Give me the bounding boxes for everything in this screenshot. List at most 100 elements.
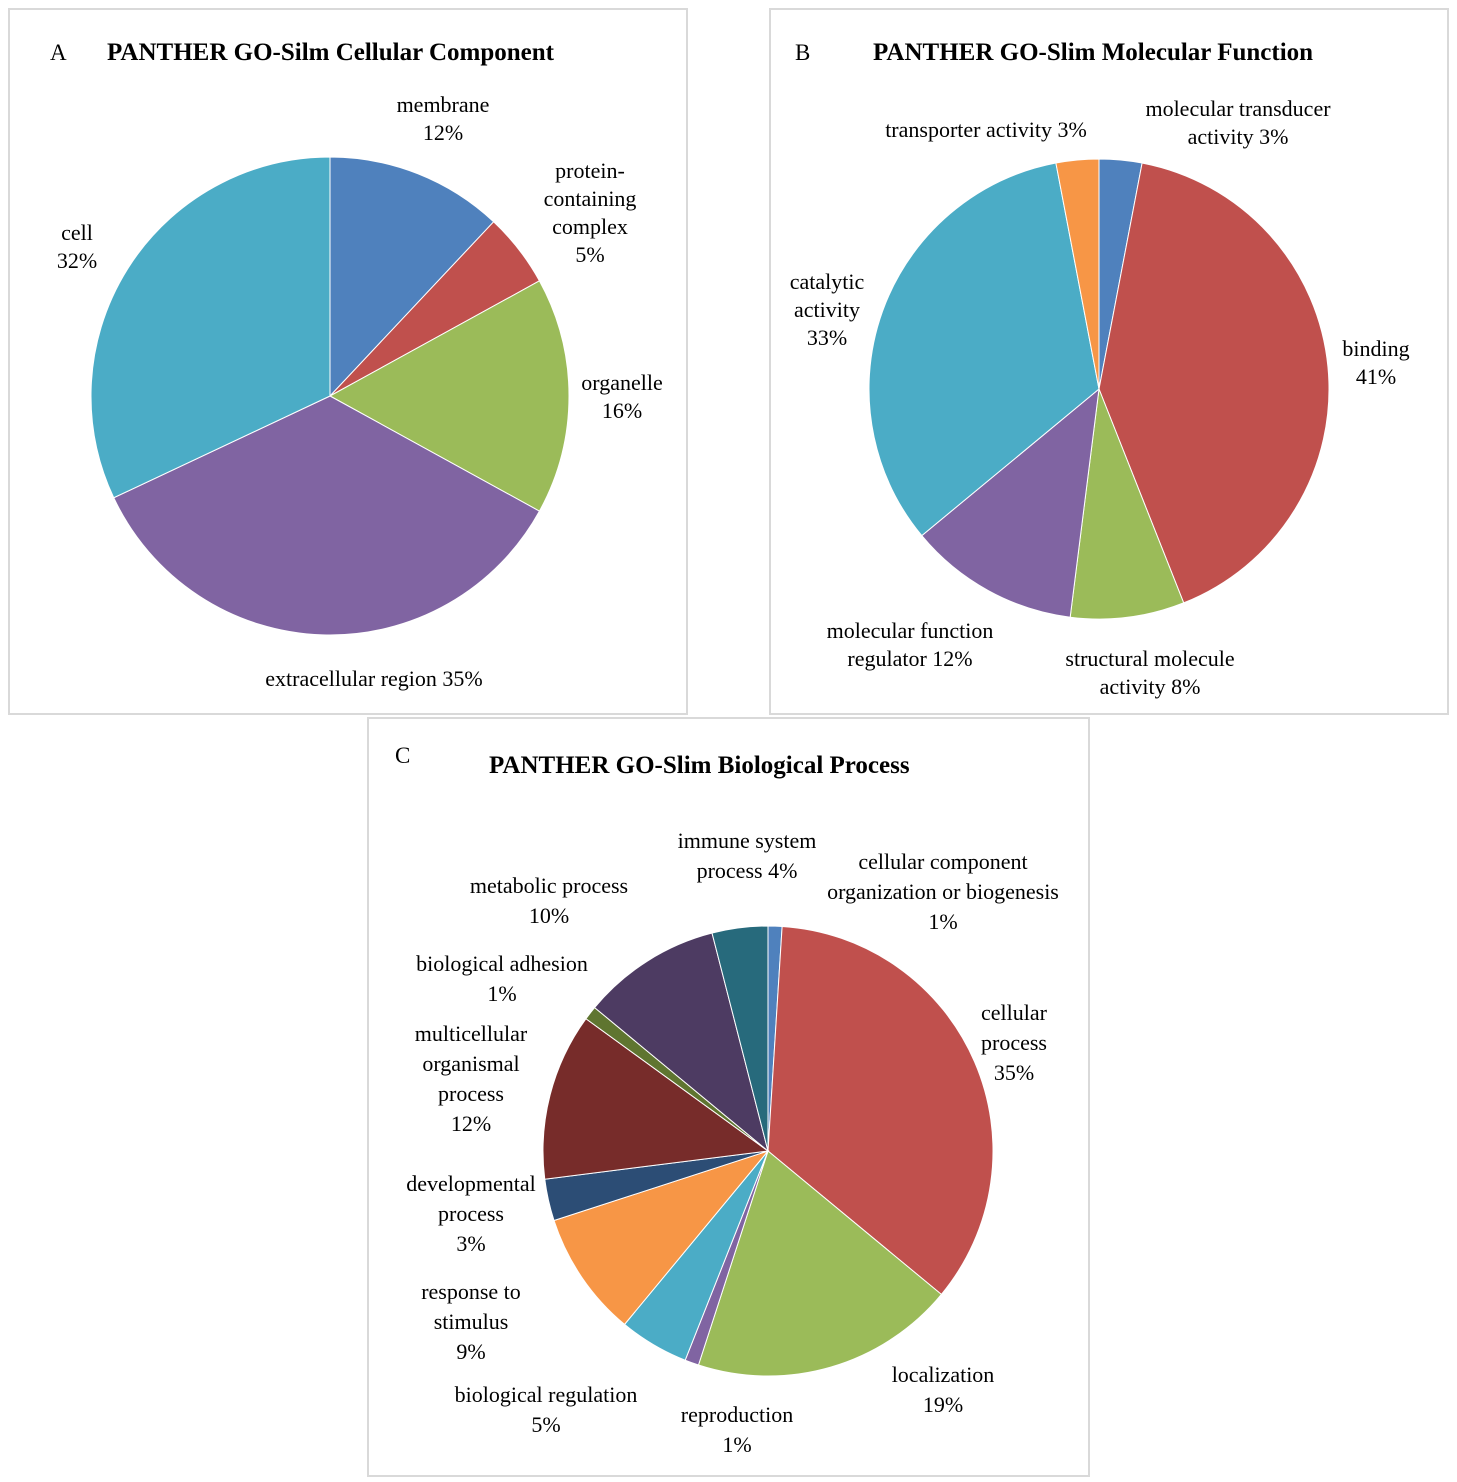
slice-label-line: regulator 12% bbox=[847, 646, 972, 671]
pie-slice-catalytic-activity bbox=[868, 162, 1100, 537]
slice-label-line: 1% bbox=[487, 981, 516, 1006]
slice-label-line: 1% bbox=[928, 909, 957, 934]
slice-label-line: organelle bbox=[581, 370, 662, 395]
slice-label-line: molecular transducer bbox=[1145, 96, 1331, 121]
panel-letter: A bbox=[50, 40, 67, 65]
panel-letter: B bbox=[795, 40, 810, 65]
slice-label-line: immune system bbox=[678, 828, 817, 853]
pie-slice-cell bbox=[90, 156, 331, 499]
pie-slices bbox=[542, 925, 994, 1377]
pie-slices bbox=[90, 156, 570, 636]
slice-label-line: reproduction bbox=[681, 1402, 793, 1427]
slice-label-line: molecular function bbox=[827, 618, 994, 643]
slice-label-line: activity 8% bbox=[1100, 674, 1201, 699]
slice-label-line: localization bbox=[892, 1362, 995, 1387]
slice-label-line: process 4% bbox=[697, 858, 798, 883]
slice-label-line: 16% bbox=[602, 398, 642, 423]
slice-label-line: 1% bbox=[722, 1432, 751, 1457]
pie-slice-binding bbox=[1098, 162, 1330, 604]
slice-label-cellular-component-organization-or-biogenesis: cellular component organization or biogen… bbox=[827, 849, 1059, 934]
slice-label-biological-adhesion: biological adhesion 1% bbox=[416, 951, 588, 1006]
slice-label-line: binding bbox=[1342, 336, 1409, 361]
slice-label-catalytic-activity: catalytic activity 33% bbox=[790, 269, 865, 350]
slice-label-line: cell bbox=[61, 220, 93, 245]
slice-label-immune-system-process: immune system process 4% bbox=[678, 828, 817, 883]
pie-slices bbox=[868, 158, 1330, 620]
panel-letter: C bbox=[395, 743, 410, 768]
pie-slice-immune-system-process bbox=[711, 925, 769, 1152]
slice-label-binding: binding 41% bbox=[1342, 336, 1409, 389]
pie-slice-membrane bbox=[329, 156, 495, 398]
slice-label-line: protein- bbox=[555, 158, 625, 183]
slice-label-membrane: membrane 12% bbox=[397, 92, 490, 145]
slice-label-line: organization or biogenesis bbox=[827, 879, 1059, 904]
slice-label-line: 19% bbox=[923, 1392, 963, 1417]
pie-chart-cellular-component: A PANTHER GO-Silm Cellular Component mem… bbox=[50, 39, 663, 691]
pie-slice-multicellular-organismal-process bbox=[542, 1018, 770, 1180]
slice-label-line: developmental bbox=[406, 1171, 536, 1196]
slice-label-line: 41% bbox=[1356, 364, 1396, 389]
slice-label-line: 9% bbox=[456, 1339, 485, 1364]
panel-molecular-function: B PANTHER GO-Slim Molecular Function mol… bbox=[769, 8, 1449, 715]
pie-slice-organelle bbox=[328, 280, 570, 512]
slice-label-line: catalytic bbox=[790, 269, 865, 294]
pie-chart-biological-process: C PANTHER GO-Slim Biological Process cel… bbox=[395, 743, 1059, 1457]
slice-label-line: stimulus bbox=[434, 1309, 509, 1334]
slice-label-response-to-stimulus: response to stimulus 9% bbox=[421, 1279, 521, 1364]
slice-label-reproduction: reproduction 1% bbox=[681, 1402, 793, 1457]
slice-label-line: membrane bbox=[397, 92, 490, 117]
slice-label-line: process bbox=[438, 1201, 504, 1226]
slice-label-line: response to bbox=[421, 1279, 521, 1304]
slice-label-cell: cell 32% bbox=[57, 220, 97, 273]
slice-label-line: metabolic process bbox=[470, 873, 628, 898]
slice-label-metabolic-process: metabolic process 10% bbox=[470, 873, 628, 928]
slice-label-developmental-process: developmental process 3% bbox=[406, 1171, 536, 1256]
slice-label-line: cellular component bbox=[858, 849, 1027, 874]
pie-slice-transporter-activity bbox=[1055, 158, 1100, 390]
slice-label-line: 12% bbox=[423, 120, 463, 145]
slice-label-line: cellular bbox=[981, 1000, 1048, 1025]
slice-label-line: 3% bbox=[456, 1231, 485, 1256]
slice-label-structural-molecule-activity: structural molecule activity 8% bbox=[1065, 646, 1234, 699]
panel-biological-process: C PANTHER GO-Slim Biological Process cel… bbox=[367, 717, 1090, 1477]
slice-label-line: 5% bbox=[531, 1412, 560, 1437]
slice-label-line: 35% bbox=[994, 1060, 1034, 1085]
slice-label-cellular-process: cellular process 35% bbox=[981, 1000, 1048, 1085]
pie-slice-response-to-stimulus bbox=[553, 1149, 770, 1326]
slice-label-line: activity 3% bbox=[1188, 124, 1289, 149]
slice-label-line: extracellular region 35% bbox=[265, 666, 482, 691]
pie-slice-metabolic-process bbox=[593, 932, 769, 1153]
chart-title: PANTHER GO-Silm Cellular Component bbox=[107, 39, 555, 66]
slice-label-protein-containing-complex: protein-containing complex 5% bbox=[544, 158, 637, 267]
pie-chart-molecular-function: B PANTHER GO-Slim Molecular Function mol… bbox=[790, 39, 1410, 699]
chart-title: PANTHER GO-Slim Biological Process bbox=[489, 752, 910, 779]
pie-slice-localization bbox=[697, 1150, 943, 1377]
panel-cellular-component: A PANTHER GO-Silm Cellular Component mem… bbox=[8, 8, 688, 715]
slice-label-line: 33% bbox=[807, 325, 847, 350]
slice-label-organelle: organelle 16% bbox=[581, 370, 662, 423]
slice-label-line: complex bbox=[552, 214, 628, 239]
slice-label-line: process bbox=[438, 1081, 504, 1106]
slice-label-line: biological regulation bbox=[455, 1382, 638, 1407]
slice-label-line: 5% bbox=[575, 242, 604, 267]
slice-label-molecular-transducer-activity: molecular transducer activity 3% bbox=[1145, 96, 1331, 149]
slice-label-biological-regulation: biological regulation 5% bbox=[455, 1382, 638, 1437]
slice-label-extracellular-region: extracellular region 35% bbox=[265, 666, 482, 691]
slice-label-line: 12% bbox=[451, 1111, 491, 1136]
chart-title: PANTHER GO-Slim Molecular Function bbox=[873, 39, 1313, 66]
slice-label-line: process bbox=[981, 1030, 1047, 1055]
slice-label-line: 10% bbox=[529, 903, 569, 928]
pie-slice-cellular-process bbox=[767, 925, 994, 1296]
pie-slice-extracellular-region bbox=[113, 395, 541, 636]
slice-label-line: activity bbox=[794, 297, 860, 322]
slice-label-multicellular-organismal-process: multicellular organismal process 12% bbox=[415, 1021, 528, 1136]
slice-label-line: multicellular bbox=[415, 1021, 528, 1046]
slice-label-line: 32% bbox=[57, 248, 97, 273]
slice-label-line: structural molecule bbox=[1065, 646, 1234, 671]
slice-label-line: organismal bbox=[422, 1051, 519, 1076]
slice-label-transporter-activity: transporter activity 3% bbox=[885, 117, 1087, 142]
slice-label-line: biological adhesion bbox=[416, 951, 588, 976]
slice-label-line: containing bbox=[544, 186, 637, 211]
pie-slice-molecular-function-regulator bbox=[921, 387, 1100, 618]
slice-label-localization: localization 19% bbox=[892, 1362, 995, 1417]
